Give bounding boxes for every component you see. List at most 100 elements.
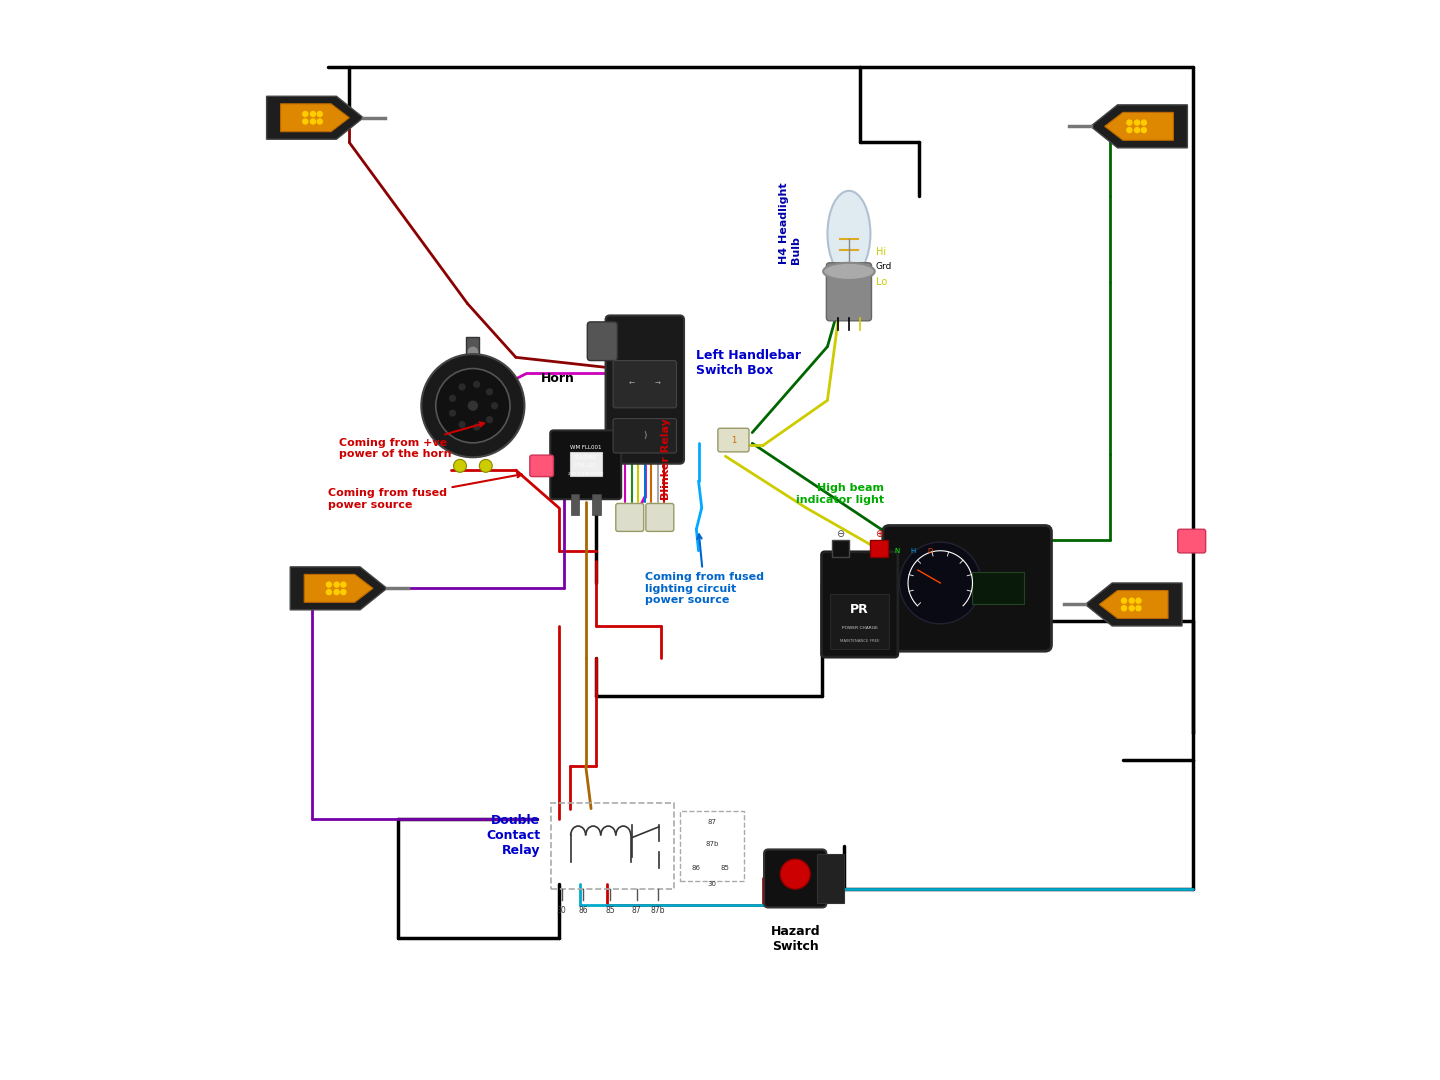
Text: 30: 30 [557,906,566,916]
Text: 87: 87 [632,906,642,916]
FancyBboxPatch shape [606,315,684,463]
Circle shape [334,581,340,588]
Text: ): ) [644,431,647,441]
Text: FOR LED: FOR LED [575,463,596,469]
FancyBboxPatch shape [530,455,553,476]
Circle shape [317,119,323,124]
Text: N: N [894,549,900,554]
FancyBboxPatch shape [765,850,827,907]
Circle shape [302,111,308,118]
Polygon shape [1086,583,1182,626]
Text: Coming from fused
lighting circuit
power source: Coming from fused lighting circuit power… [645,535,763,606]
Circle shape [458,383,465,391]
FancyBboxPatch shape [613,361,677,408]
Circle shape [485,416,492,423]
Circle shape [334,589,340,595]
Text: Blinker Relay: Blinker Relay [661,418,671,500]
Text: 85: 85 [605,906,615,916]
Text: 86: 86 [691,865,700,872]
Ellipse shape [824,262,874,280]
Circle shape [454,459,467,472]
Circle shape [1135,597,1142,604]
Bar [972,572,1024,605]
Circle shape [485,388,492,395]
Circle shape [468,347,478,357]
Bar [680,811,744,881]
Bar [829,594,890,648]
Circle shape [449,409,456,417]
Circle shape [302,119,308,124]
Circle shape [436,368,510,443]
Text: Double
Contact
Relay: Double Contact Relay [485,814,540,856]
Text: 87b: 87b [651,906,665,916]
Circle shape [1120,605,1128,611]
Polygon shape [1099,591,1168,619]
Circle shape [900,542,981,624]
FancyBboxPatch shape [647,503,674,531]
Polygon shape [281,104,350,132]
FancyBboxPatch shape [550,431,621,499]
Text: POWER CHARGE: POWER CHARGE [842,626,877,630]
Circle shape [458,421,465,428]
Polygon shape [1090,105,1188,148]
Text: Grd: Grd [876,262,893,271]
Text: WM FLL001: WM FLL001 [570,445,602,450]
FancyBboxPatch shape [822,552,897,657]
Circle shape [472,381,481,388]
Bar [550,804,674,889]
Bar [870,540,887,557]
Text: D: D [927,549,932,554]
Circle shape [340,581,347,588]
Polygon shape [266,96,363,139]
Text: →: → [655,381,661,388]
FancyBboxPatch shape [613,419,677,453]
Circle shape [472,423,481,431]
Polygon shape [291,567,387,610]
Circle shape [1133,126,1140,133]
Text: Lo: Lo [876,278,887,287]
Circle shape [1120,597,1128,604]
Text: Coming from fused
power source: Coming from fused power source [328,473,521,510]
Circle shape [1140,126,1148,133]
Text: Coming from +ve
power of the horn: Coming from +ve power of the horn [338,422,484,459]
Text: 87: 87 [707,819,717,825]
Text: 1: 1 [732,435,736,445]
Bar [816,853,844,903]
Text: Hi: Hi [876,247,886,257]
FancyBboxPatch shape [588,322,618,361]
Circle shape [449,394,456,402]
Text: Left Handlebar
Switch Box: Left Handlebar Switch Box [696,349,801,377]
Text: H: H [910,549,916,554]
FancyBboxPatch shape [1178,529,1205,553]
Text: 30: 30 [707,881,717,888]
Text: ⊕: ⊕ [876,528,883,539]
Circle shape [1140,120,1148,125]
Text: 85: 85 [720,865,729,872]
Circle shape [1135,605,1142,611]
Circle shape [1133,120,1140,125]
Text: FLASHER: FLASHER [575,455,598,460]
Circle shape [340,589,347,595]
Bar [832,540,850,557]
Circle shape [468,401,478,410]
FancyBboxPatch shape [719,429,749,451]
Polygon shape [304,575,373,603]
Circle shape [1129,597,1135,604]
Text: PR: PR [850,604,870,617]
Circle shape [310,111,317,118]
Circle shape [1129,605,1135,611]
Circle shape [1126,126,1133,133]
Circle shape [325,581,333,588]
Circle shape [491,402,498,409]
Bar [570,494,579,515]
FancyBboxPatch shape [827,262,871,321]
Ellipse shape [828,191,870,276]
Text: High beam
indicator light: High beam indicator light [796,484,884,505]
Text: Hazard
Switch: Hazard Switch [770,924,819,953]
Text: 86: 86 [579,906,588,916]
Text: 24V 0.1W-150W: 24V 0.1W-150W [567,472,603,476]
Text: ⊖: ⊖ [837,528,844,539]
Circle shape [422,354,524,457]
Text: ←: ← [629,381,635,388]
Circle shape [1126,120,1133,125]
